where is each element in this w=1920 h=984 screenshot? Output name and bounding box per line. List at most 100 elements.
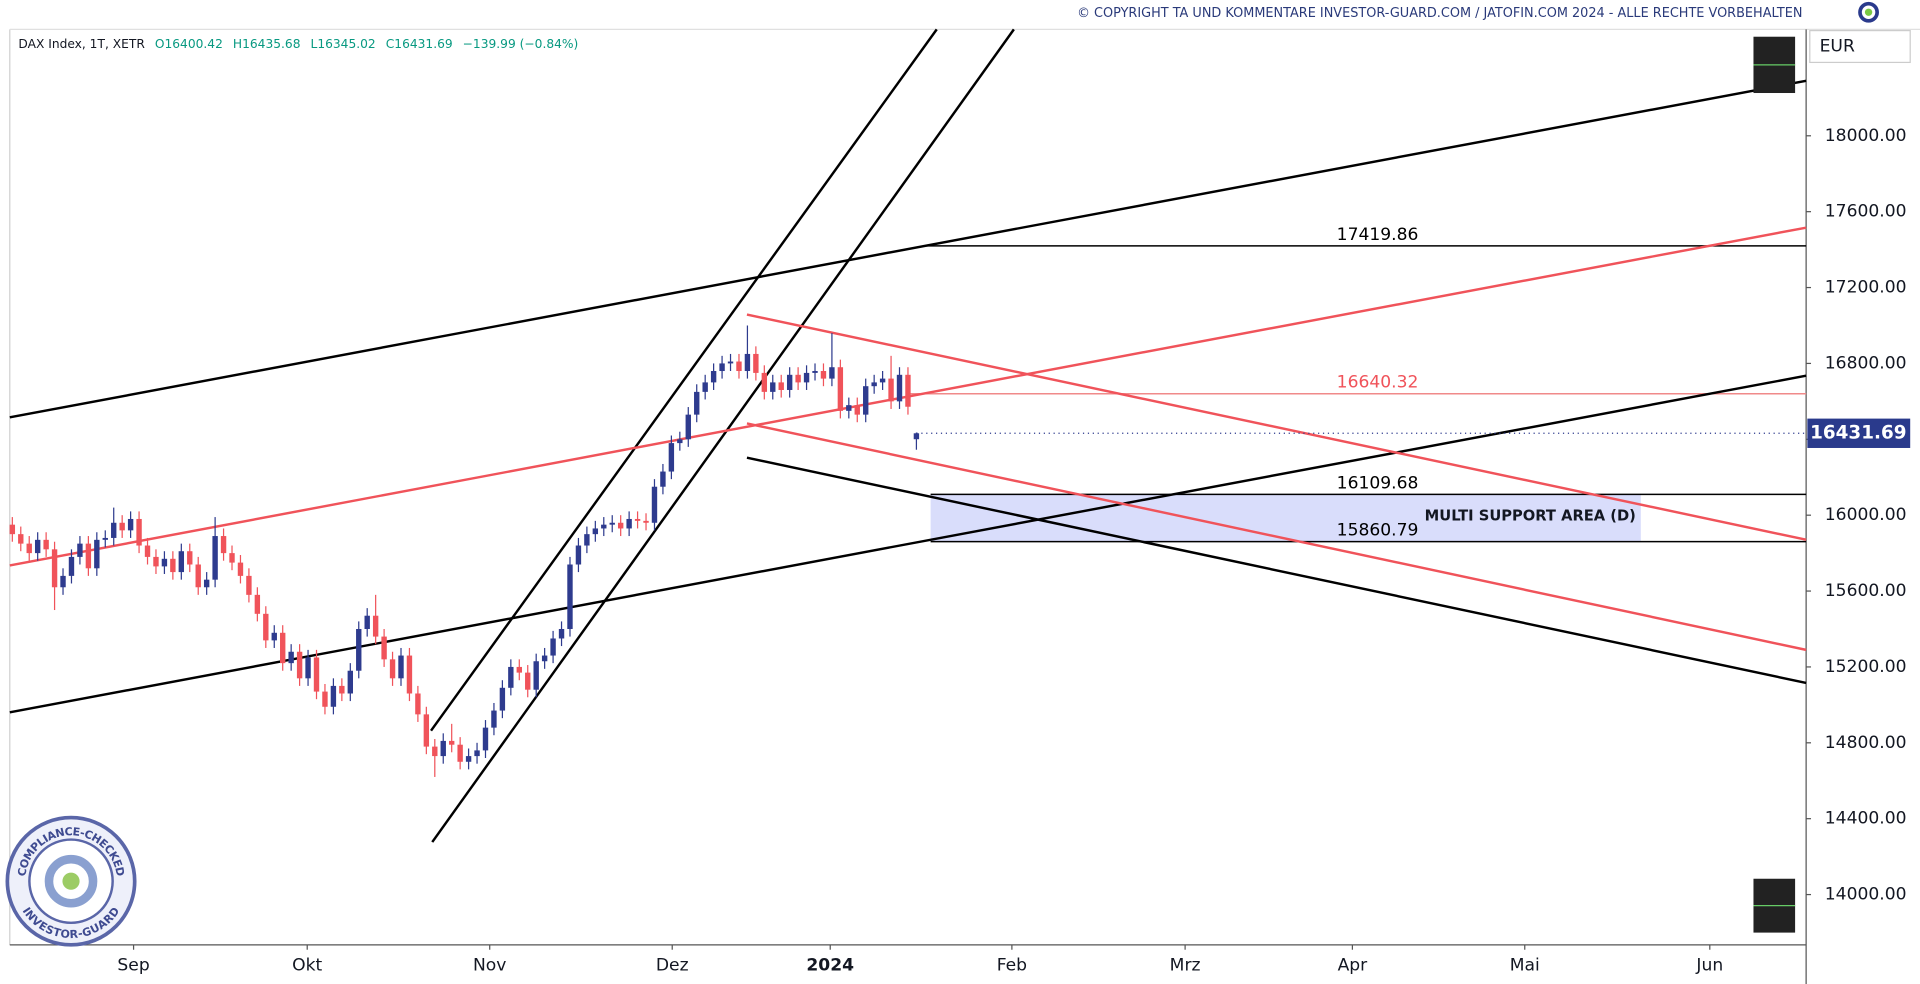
candle-body: [812, 371, 818, 373]
candle-body: [702, 382, 708, 392]
candle-body: [26, 543, 32, 554]
candle-body: [846, 405, 852, 411]
candle-body: [541, 655, 548, 662]
ohlc-close: C16431.69: [386, 37, 453, 51]
trendline: [746, 456, 1807, 685]
candle-body: [719, 363, 725, 372]
last-price-box: [1807, 418, 1911, 448]
candle-body: [879, 378, 886, 383]
candle-body: [761, 372, 768, 392]
candle-body: [187, 551, 193, 565]
logo: [1864, 8, 1873, 16]
candle-body: [313, 657, 320, 692]
candle-body: [778, 382, 784, 390]
candle-body: [736, 361, 742, 372]
candle-body: [465, 756, 472, 762]
trendline: [431, 28, 1015, 843]
candle-body: [364, 615, 370, 629]
x-tick-label: Okt: [292, 956, 322, 976]
candle-body: [617, 522, 624, 529]
trendline: [9, 374, 1807, 714]
y-tick-label: 14800.00: [1825, 733, 1907, 753]
chart-legend: DAX Index, 1T, XETR O16400.42 H16435.68 …: [18, 37, 578, 51]
candle-body: [651, 486, 658, 523]
y-tick-label: 14000.00: [1825, 885, 1907, 905]
candle-body: [406, 655, 413, 694]
support-label: MULTI SUPPORT AREA (D): [1425, 508, 1636, 525]
candle-body: [837, 367, 844, 411]
level-label: 17419.86: [1337, 225, 1419, 245]
candle-body: [626, 518, 632, 529]
candle-body: [119, 522, 125, 531]
candle-body: [710, 371, 717, 383]
candle-body: [389, 659, 396, 679]
candle-body: [786, 374, 793, 390]
candle-body: [516, 666, 522, 673]
candle-body: [381, 636, 387, 660]
candle-body: [296, 651, 303, 679]
candle-body: [634, 518, 641, 521]
candle-body: [685, 414, 691, 440]
y-tick-label: 15200.00: [1825, 657, 1907, 677]
candle-body: [660, 471, 666, 487]
x-tick-label: Sep: [117, 956, 149, 976]
candle-body: [457, 744, 463, 762]
logo: [1858, 1, 1879, 23]
y-tick-label: 16000.00: [1825, 505, 1907, 525]
candle-body: [18, 534, 24, 544]
candle-body: [491, 710, 497, 728]
x-tick-label: 2024: [806, 956, 854, 976]
y-tick-label: 18000.00: [1825, 126, 1907, 146]
candle-body: [770, 382, 776, 392]
y-tick-label: 15600.00: [1825, 581, 1907, 601]
candle-body: [322, 691, 328, 707]
candle-body: [432, 746, 438, 757]
candle-body: [820, 371, 827, 379]
candle-body: [51, 549, 58, 588]
y-tick-label: 16800.00: [1825, 353, 1907, 373]
candle-body: [263, 613, 269, 641]
candle-body: [550, 638, 556, 656]
ohlc-high: H16435.68: [233, 37, 301, 51]
candle-body: [727, 361, 734, 364]
candle-body: [170, 558, 176, 573]
last-price-label: 16431.69: [1810, 422, 1906, 443]
candle-body: [643, 520, 649, 523]
copyright: © COPYRIGHT TA UND KOMMENTARE INVESTOR-G…: [1077, 6, 1802, 21]
candle-body: [499, 687, 506, 711]
candle-body: [854, 405, 860, 415]
candle-body: [60, 575, 66, 588]
candle-body: [533, 661, 539, 690]
ohlc-low: L16345.02: [311, 37, 376, 51]
candle-body: [288, 651, 294, 664]
candle-body: [584, 534, 590, 546]
candle-body: [888, 378, 894, 402]
candle-body: [795, 374, 801, 383]
candle-body: [744, 353, 751, 372]
currency: EUR: [1820, 37, 1855, 57]
candle-body: [508, 666, 514, 688]
candle-body: [153, 556, 159, 567]
candle-body: [237, 562, 244, 576]
candle-body: [347, 670, 353, 694]
x-tick-label: Apr: [1338, 956, 1369, 976]
compliance-badge: COMPLIANCE-CHECKED INVESTOR-GUARD: [5, 815, 137, 947]
candle-body: [85, 543, 92, 569]
candle-body: [195, 564, 201, 588]
candle-body: [94, 539, 100, 569]
candle-body: [68, 556, 75, 576]
candle-body: [863, 386, 869, 415]
candle-body: [9, 524, 16, 535]
candle-body: [178, 551, 185, 573]
candle-body: [111, 522, 117, 538]
candle-body: [254, 594, 261, 614]
candle-body: [896, 374, 903, 402]
x-tick-label: Mai: [1510, 956, 1540, 976]
candle-body: [77, 543, 83, 557]
candle-body: [229, 553, 235, 563]
candle-body: [43, 539, 49, 550]
candle-body: [913, 433, 920, 440]
